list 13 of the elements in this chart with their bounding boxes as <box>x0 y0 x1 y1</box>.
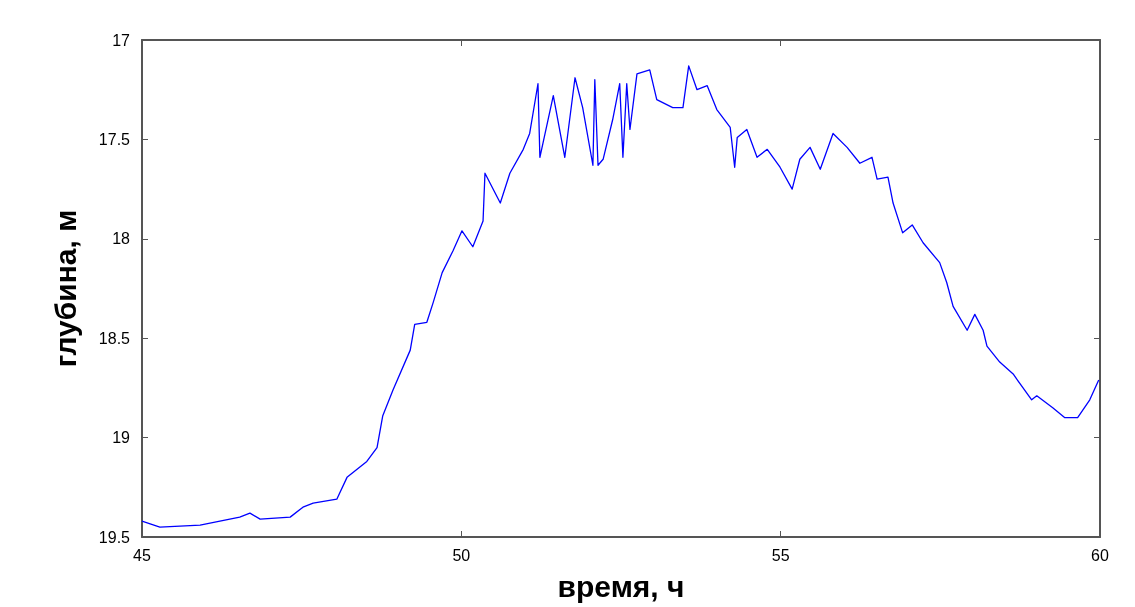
x-tick-label: 55 <box>771 546 790 564</box>
y-tick-label: 17.5 <box>98 130 131 148</box>
x-tick-label: 50 <box>452 546 471 564</box>
y-axis-title: глубина, м <box>48 209 82 368</box>
y-tick-label: 18 <box>112 230 131 248</box>
y-tick-label: 18.5 <box>98 329 131 347</box>
y-tick-label: 19.5 <box>98 528 131 546</box>
x-tick-label: 45 <box>133 546 151 564</box>
line-series <box>141 65 1100 528</box>
x-axis-title: время, ч <box>557 569 685 603</box>
y-tick-label: 19 <box>112 429 131 447</box>
x-tick-label: 60 <box>1091 546 1109 564</box>
y-tick-label: 17 <box>112 31 131 49</box>
